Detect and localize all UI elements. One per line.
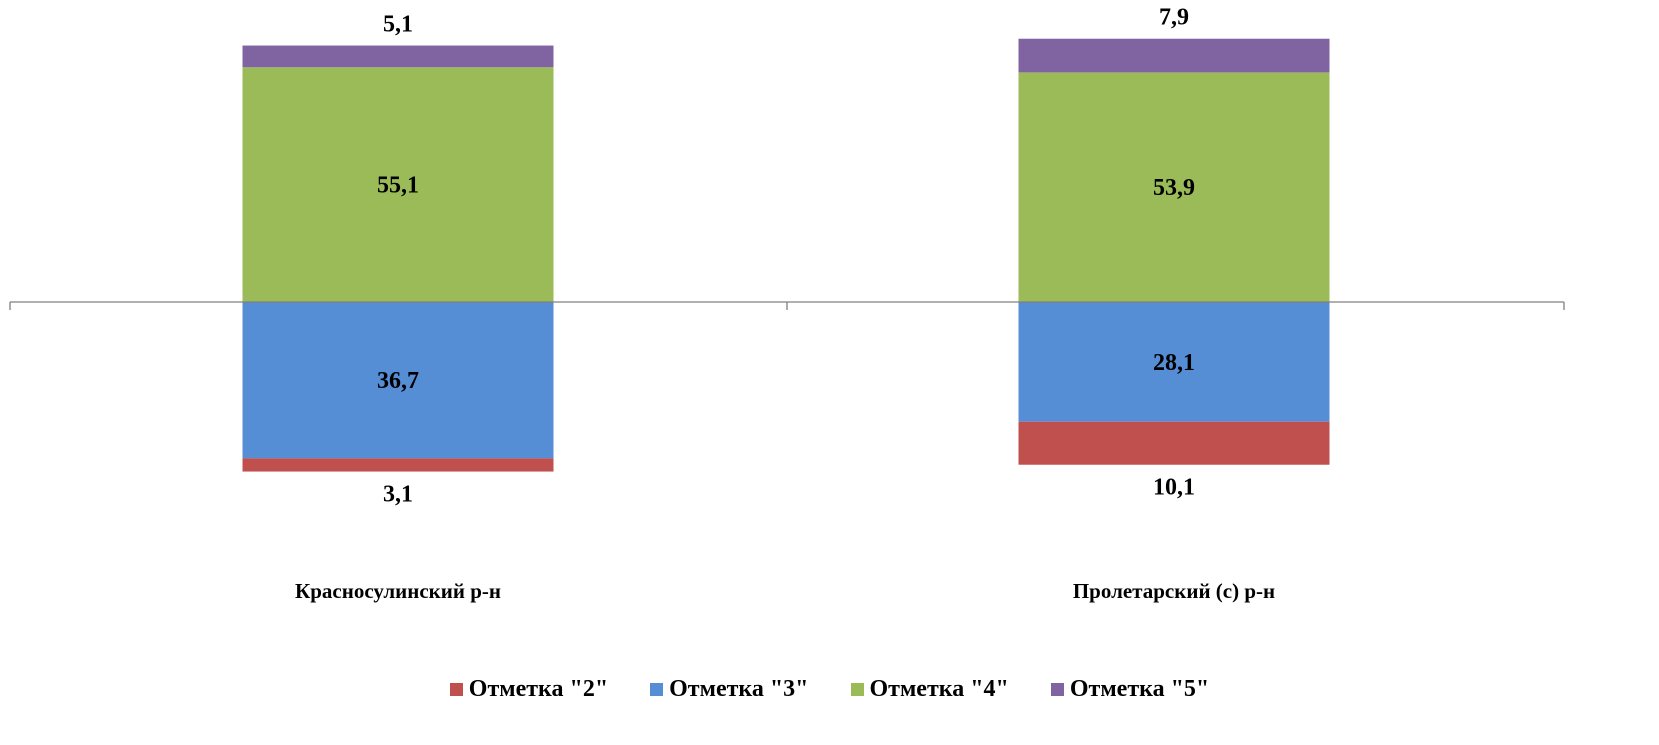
bar-segment-отметка-4-2 [1018,72,1330,302]
bar-segment-отметка-3-1 [242,302,554,459]
bar-segment-отметка-5-2 [1018,38,1330,73]
legend-label: Отметка "2" [468,676,609,702]
legend-label: Отметка "3" [669,676,809,702]
legend-swatch [1050,683,1064,696]
data-label: 36,7 [377,368,419,394]
legend-swatch [650,683,664,696]
legend-swatch [449,683,463,696]
data-labels-layer: 55,1 5,1 36,7 3,1 53,9 7,9 28,1 10,1 [377,5,1195,508]
category-label: Пролетарский (с) р-н [1073,579,1275,603]
bar-segment-отметка-2-2 [1018,421,1330,465]
data-label: 28,1 [1153,350,1195,376]
legend-item-отметка-5: Отметка "5" [1050,676,1210,703]
legend: Отметка "2" Отметка "3" Отметка "4" Отметка… [0,676,1659,703]
data-label: 55,1 [377,173,419,199]
data-label: 3,1 [383,482,413,508]
category-axis [9,301,1565,310]
legend-item-отметка-3: Отметка "3" [650,676,809,703]
legend-label: Отметка "4" [869,676,1009,702]
bar-segment-отметка-5-1 [242,45,554,68]
data-label: 5,1 [383,12,413,38]
data-label: 53,9 [1153,175,1195,201]
data-label: 7,9 [1159,5,1189,31]
category-labels-layer: Красносулинский р-н Пролетарский (с) р-н [295,579,1275,603]
bar-segment-отметка-4-1 [242,67,554,302]
data-label: 10,1 [1153,475,1195,501]
bar-segment-отметка-3-2 [1018,302,1330,422]
legend-item-отметка-4: Отметка "4" [850,676,1009,703]
legend-item-отметка-2: Отметка "2" [449,676,609,703]
bar-segment-отметка-2-1 [242,458,554,472]
category-label: Красносулинский р-н [295,579,501,603]
bars-layer [242,38,1330,472]
legend-label: Отметка "5" [1069,676,1210,702]
legend-swatch [850,683,864,696]
